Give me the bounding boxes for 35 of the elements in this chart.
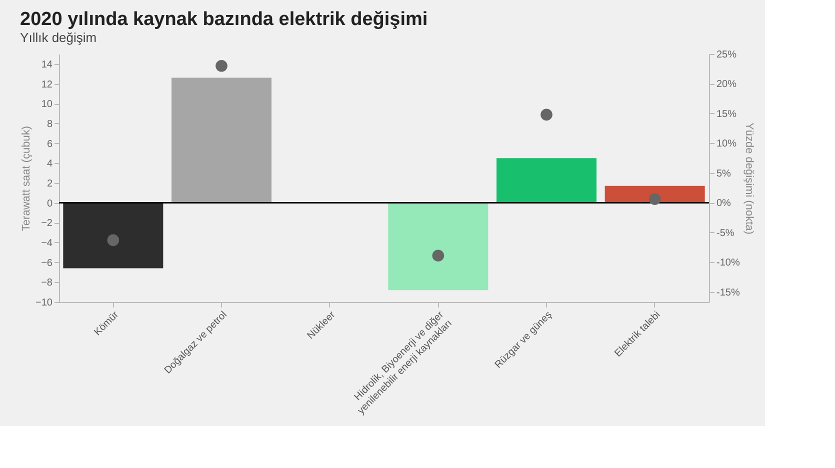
y2-tick-label: -10% <box>716 258 740 269</box>
y2-tick-label: 25% <box>716 50 737 60</box>
y2-tick-label: -5% <box>716 228 734 239</box>
y-tick-label: −6 <box>41 258 53 269</box>
y-tick-label: −10 <box>36 298 53 308</box>
y-tick-label: 4 <box>46 158 53 170</box>
y2-tick-label: 20% <box>716 79 737 90</box>
bar <box>63 202 164 268</box>
chart-subtitle: Yıllık değişim <box>20 30 97 45</box>
point <box>648 193 661 206</box>
point <box>540 108 552 121</box>
point <box>216 60 228 72</box>
y-tick-label: −4 <box>41 238 53 249</box>
y-tick-label: 6 <box>46 138 53 150</box>
y2-tick-label: 10% <box>716 138 737 150</box>
y-tick-label: 8 <box>46 118 53 130</box>
bar <box>172 78 272 203</box>
bar <box>496 158 596 203</box>
y2-tick-label: 15% <box>716 108 737 120</box>
y-tick-label: 0 <box>46 198 53 210</box>
y2-tick-label: 5% <box>716 168 732 180</box>
y2-tick-label: 0% <box>716 198 732 210</box>
point <box>432 250 444 262</box>
y-tick-label: 10 <box>41 99 53 110</box>
y-tick-label: −2 <box>41 218 53 230</box>
bar <box>388 202 488 290</box>
y-tick-label: 12 <box>41 79 53 90</box>
point <box>107 234 120 246</box>
y2-axis-title: Yüzde değişimi (nokta) <box>742 122 755 234</box>
y-tick-label: 14 <box>41 59 53 70</box>
y-tick-label: −8 <box>41 278 53 289</box>
chart-title: 2020 yılında kaynak bazında elektrik değişimi <box>20 9 428 30</box>
y-tick-label: 2 <box>46 178 53 190</box>
y2-tick-label: -15% <box>716 287 740 298</box>
y-axis-title: Terawatt saat (çubuk) <box>20 126 33 232</box>
